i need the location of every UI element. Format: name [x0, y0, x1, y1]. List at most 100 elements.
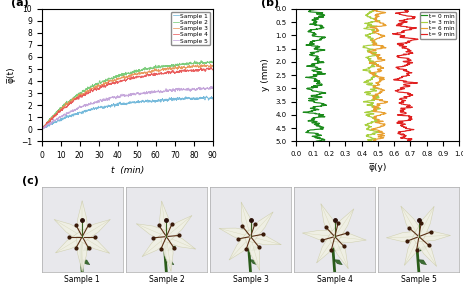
t= 6 min: [370, 107, 376, 110]
t= 3 min: [371, 85, 376, 88]
Polygon shape: [80, 232, 109, 253]
Sample 2: [108, 76, 114, 80]
Polygon shape: [413, 206, 433, 239]
Polygon shape: [417, 260, 425, 265]
Polygon shape: [80, 219, 110, 241]
Sample 3: [207, 62, 213, 66]
Polygon shape: [333, 231, 365, 243]
Sample 3: [109, 79, 114, 83]
Sample 3: [75, 94, 81, 98]
Sample 4: [49, 117, 54, 120]
Sample 2: [103, 78, 108, 81]
Line: t= 0 min: t= 0 min: [302, 9, 326, 141]
t= 6 min: [370, 139, 376, 143]
Sample 1: [75, 112, 81, 116]
Sample 5: [109, 96, 114, 100]
t= 3 min: [370, 7, 375, 11]
t= 0 min: [317, 7, 322, 11]
Y-axis label: φ̅(t): φ̅(t): [6, 67, 15, 83]
Polygon shape: [329, 234, 347, 269]
Sample 3: [39, 128, 44, 132]
Text: (c): (c): [21, 176, 38, 186]
Sample 4: [75, 96, 81, 100]
Sample 2: [198, 59, 203, 62]
Polygon shape: [302, 230, 335, 242]
Polygon shape: [56, 232, 85, 253]
Polygon shape: [76, 201, 88, 236]
Sample 2: [75, 93, 81, 96]
Polygon shape: [83, 246, 91, 251]
t= 6 min: [371, 7, 376, 11]
t= 3 min: [374, 96, 379, 99]
Legend: Sample 1, Sample 2, Sample 3, Sample 4, Sample 5: Sample 1, Sample 2, Sample 3, Sample 4, …: [171, 12, 209, 45]
Polygon shape: [159, 201, 172, 237]
Polygon shape: [167, 246, 175, 251]
Polygon shape: [316, 233, 338, 263]
Sample 5: [103, 98, 108, 102]
Polygon shape: [246, 212, 272, 241]
Sample 3: [210, 64, 215, 67]
Line: Sample 2: Sample 2: [42, 61, 213, 130]
Sample 5: [39, 129, 44, 132]
Polygon shape: [142, 232, 169, 257]
t= 9 min: [401, 7, 407, 11]
Sample 4: [207, 66, 213, 69]
Sample 1: [210, 98, 215, 101]
Line: Sample 5: Sample 5: [42, 86, 213, 130]
t= 0 min: [311, 85, 317, 88]
Sample 3: [39, 128, 44, 131]
Sample 5: [39, 128, 44, 132]
Legend: t= 0 min, t= 3 min, t= 6 min, t= 9 min: t= 0 min, t= 3 min, t= 6 min, t= 9 min: [419, 12, 456, 39]
Line: t= 3 min: t= 3 min: [362, 9, 380, 141]
t= 3 min: [369, 30, 375, 34]
t= 3 min: [377, 107, 382, 110]
Sample 1: [156, 99, 161, 103]
Polygon shape: [165, 260, 174, 265]
t= 0 min: [317, 67, 322, 71]
Polygon shape: [136, 224, 168, 242]
Sample 1: [39, 127, 44, 130]
Sample 3: [103, 81, 108, 84]
Line: Sample 3: Sample 3: [42, 64, 213, 130]
Sample 1: [109, 103, 114, 106]
Sample 5: [110, 95, 115, 98]
t= 0 min: [307, 41, 313, 45]
Polygon shape: [333, 260, 342, 265]
Sample 4: [210, 68, 215, 71]
t= 3 min: [370, 41, 376, 45]
Sample 1: [39, 128, 45, 132]
t= 9 min: [401, 85, 407, 88]
Sample 2: [210, 60, 215, 63]
t= 9 min: [399, 107, 404, 110]
X-axis label: Sample 5: Sample 5: [400, 275, 436, 284]
Sample 4: [109, 82, 114, 86]
Polygon shape: [163, 216, 192, 241]
Polygon shape: [419, 246, 427, 251]
X-axis label: φ̅(y): φ̅(y): [368, 163, 386, 171]
t= 3 min: [366, 67, 372, 71]
t= 9 min: [398, 30, 404, 34]
Sample 3: [49, 116, 54, 119]
t= 6 min: [370, 30, 375, 34]
Polygon shape: [81, 260, 90, 265]
t= 9 min: [402, 96, 407, 99]
t= 9 min: [394, 67, 400, 71]
X-axis label: Sample 4: Sample 4: [316, 275, 352, 284]
Sample 2: [49, 116, 54, 120]
X-axis label: Sample 2: Sample 2: [148, 275, 184, 284]
Polygon shape: [249, 260, 257, 265]
Polygon shape: [241, 202, 256, 238]
Line: Sample 4: Sample 4: [42, 67, 213, 130]
Polygon shape: [413, 234, 436, 266]
t= 6 min: [372, 96, 377, 99]
t= 0 min: [319, 96, 324, 99]
t= 9 min: [404, 41, 409, 45]
Sample 4: [39, 128, 45, 132]
Text: (b): (b): [260, 0, 278, 8]
t= 0 min: [308, 30, 313, 34]
Sample 2: [156, 66, 161, 69]
Polygon shape: [229, 233, 254, 260]
Polygon shape: [400, 206, 423, 240]
Sample 3: [110, 79, 115, 82]
Line: t= 9 min: t= 9 min: [392, 9, 417, 141]
